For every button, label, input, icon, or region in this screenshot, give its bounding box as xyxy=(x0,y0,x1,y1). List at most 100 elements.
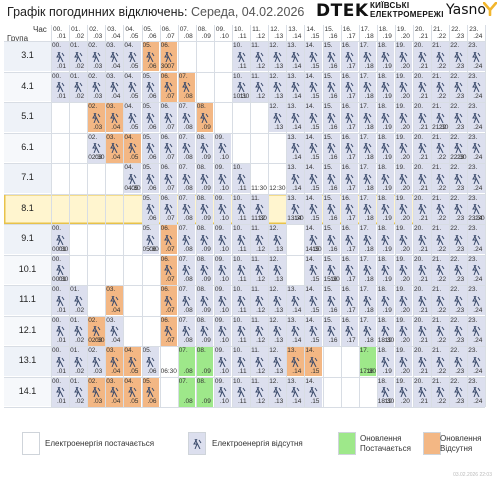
cell-end-time: .03 xyxy=(93,62,103,70)
power-off-icon xyxy=(417,51,426,62)
outage-cell xyxy=(431,194,449,224)
cell-start-time: 17. xyxy=(359,194,369,202)
outage-cell xyxy=(178,316,196,346)
cell-start-time: 15. xyxy=(323,164,333,171)
cell-start-time: 14. xyxy=(305,225,315,232)
outage-cell xyxy=(341,163,359,193)
cell-end-time: .07 xyxy=(165,337,175,344)
cell-start-time: 22. xyxy=(450,194,460,202)
cell-start-time: 23. xyxy=(468,347,478,354)
cell-start-time: 20. xyxy=(414,133,424,141)
update-outage-cell xyxy=(142,377,160,407)
outage-cell xyxy=(323,285,341,315)
cell-start-time: 11. xyxy=(251,194,260,202)
grid-line-vertical xyxy=(159,25,161,407)
outage-cell xyxy=(304,224,322,254)
outage-cell xyxy=(341,102,359,132)
cell-start-time: 22. xyxy=(450,316,460,324)
cell-start-time: 16. xyxy=(341,103,351,110)
cell-start-time: 21. xyxy=(432,194,442,202)
outage-cell xyxy=(431,163,449,193)
hour-end-label: .24 xyxy=(473,33,483,40)
cell-end-time: .05 xyxy=(129,154,139,161)
cell-end-time: .15 xyxy=(310,62,320,70)
cell-start-time: 18. xyxy=(377,347,387,354)
cell-end-time: .17 xyxy=(346,184,356,192)
power-off-icon xyxy=(327,51,336,62)
hour-start-label: 12. xyxy=(270,26,280,33)
cell-end-time: .06 xyxy=(147,184,157,192)
grid-line-vertical xyxy=(213,25,215,407)
power-off-icon xyxy=(55,387,64,397)
half-hour-note: 00:30 xyxy=(52,276,69,283)
power-off-icon xyxy=(146,82,155,92)
cell-start-time: 09. xyxy=(214,286,224,293)
outage-cell xyxy=(377,133,395,163)
cell-end-time: .01 xyxy=(57,337,67,344)
power-off-icon xyxy=(327,326,336,336)
power-off-icon xyxy=(290,295,300,306)
outage-cell xyxy=(160,194,178,224)
outage-cell xyxy=(268,377,286,407)
cell-end-time: .04 xyxy=(111,62,121,70)
outage-cell xyxy=(286,163,304,193)
cell-end-time: .18 xyxy=(364,154,374,161)
outage-cell xyxy=(341,194,359,224)
cell-end-time: .24 xyxy=(473,367,483,375)
cell-end-time: .11 xyxy=(238,367,247,375)
power-off-icon xyxy=(399,173,408,184)
update-outage-cell xyxy=(105,102,123,132)
cell-start-time: 09. xyxy=(214,194,224,202)
hour-start-label: 02. xyxy=(89,26,99,33)
outage-cell xyxy=(304,102,322,132)
cell-start-time: 21. xyxy=(432,286,442,293)
power-off-icon xyxy=(91,82,101,92)
outage-cell xyxy=(51,285,69,315)
power-off-icon xyxy=(272,295,282,306)
outage-cell xyxy=(51,255,69,285)
cell-end-time: .21 xyxy=(419,337,429,344)
cell-start-time: 05. xyxy=(142,133,152,141)
power-off-icon xyxy=(435,112,445,123)
cell-start-time: 02. xyxy=(88,103,98,110)
cell-end-time: .24 xyxy=(473,245,483,253)
cell-end-time: .23 xyxy=(455,215,465,222)
outage-cell xyxy=(178,163,196,193)
dtek-logo: DTEK xyxy=(316,1,369,21)
group-label: 8.1 xyxy=(21,202,34,213)
hour-start-label: 14. xyxy=(306,26,316,33)
power-off-icon xyxy=(453,295,463,306)
outage-cell xyxy=(395,163,413,193)
cell-start-time: 14. xyxy=(305,316,315,324)
outage-cell xyxy=(467,194,485,224)
outage-cell xyxy=(323,163,341,193)
cell-start-time: 17. xyxy=(359,286,369,293)
power-off-icon xyxy=(381,82,390,92)
cell-start-time: 23. xyxy=(468,194,478,202)
cell-start-time: 19. xyxy=(395,42,405,49)
cell-end-time: .16 xyxy=(328,154,338,161)
outage-cell xyxy=(431,133,449,163)
grid-line-vertical xyxy=(340,25,342,407)
cell-end-time: .08 xyxy=(183,184,193,192)
cell-start-time: 10. xyxy=(233,347,243,354)
cell-end-time: .16 xyxy=(328,93,338,100)
outage-cell xyxy=(341,72,359,102)
hour-start-label: 08. xyxy=(197,26,207,33)
cell-start-time: 22. xyxy=(450,133,460,141)
power-off-icon xyxy=(399,204,408,214)
power-off-icon xyxy=(309,387,318,397)
cell-end-time: .17 xyxy=(346,276,356,283)
grid-line-vertical xyxy=(250,25,252,407)
cell-end-time: .18 xyxy=(364,276,374,283)
outage-cell xyxy=(232,224,250,254)
outage-cell xyxy=(413,133,431,163)
power-off-icon xyxy=(254,326,264,336)
cell-start-time: 04. xyxy=(124,347,134,354)
power-off-icon xyxy=(399,143,408,153)
outage-cell xyxy=(304,133,322,163)
cell-start-time: 02. xyxy=(88,377,98,385)
cell-end-time: .15 xyxy=(310,215,320,222)
power-off-icon xyxy=(193,439,202,449)
grid-line-vertical xyxy=(51,25,52,407)
